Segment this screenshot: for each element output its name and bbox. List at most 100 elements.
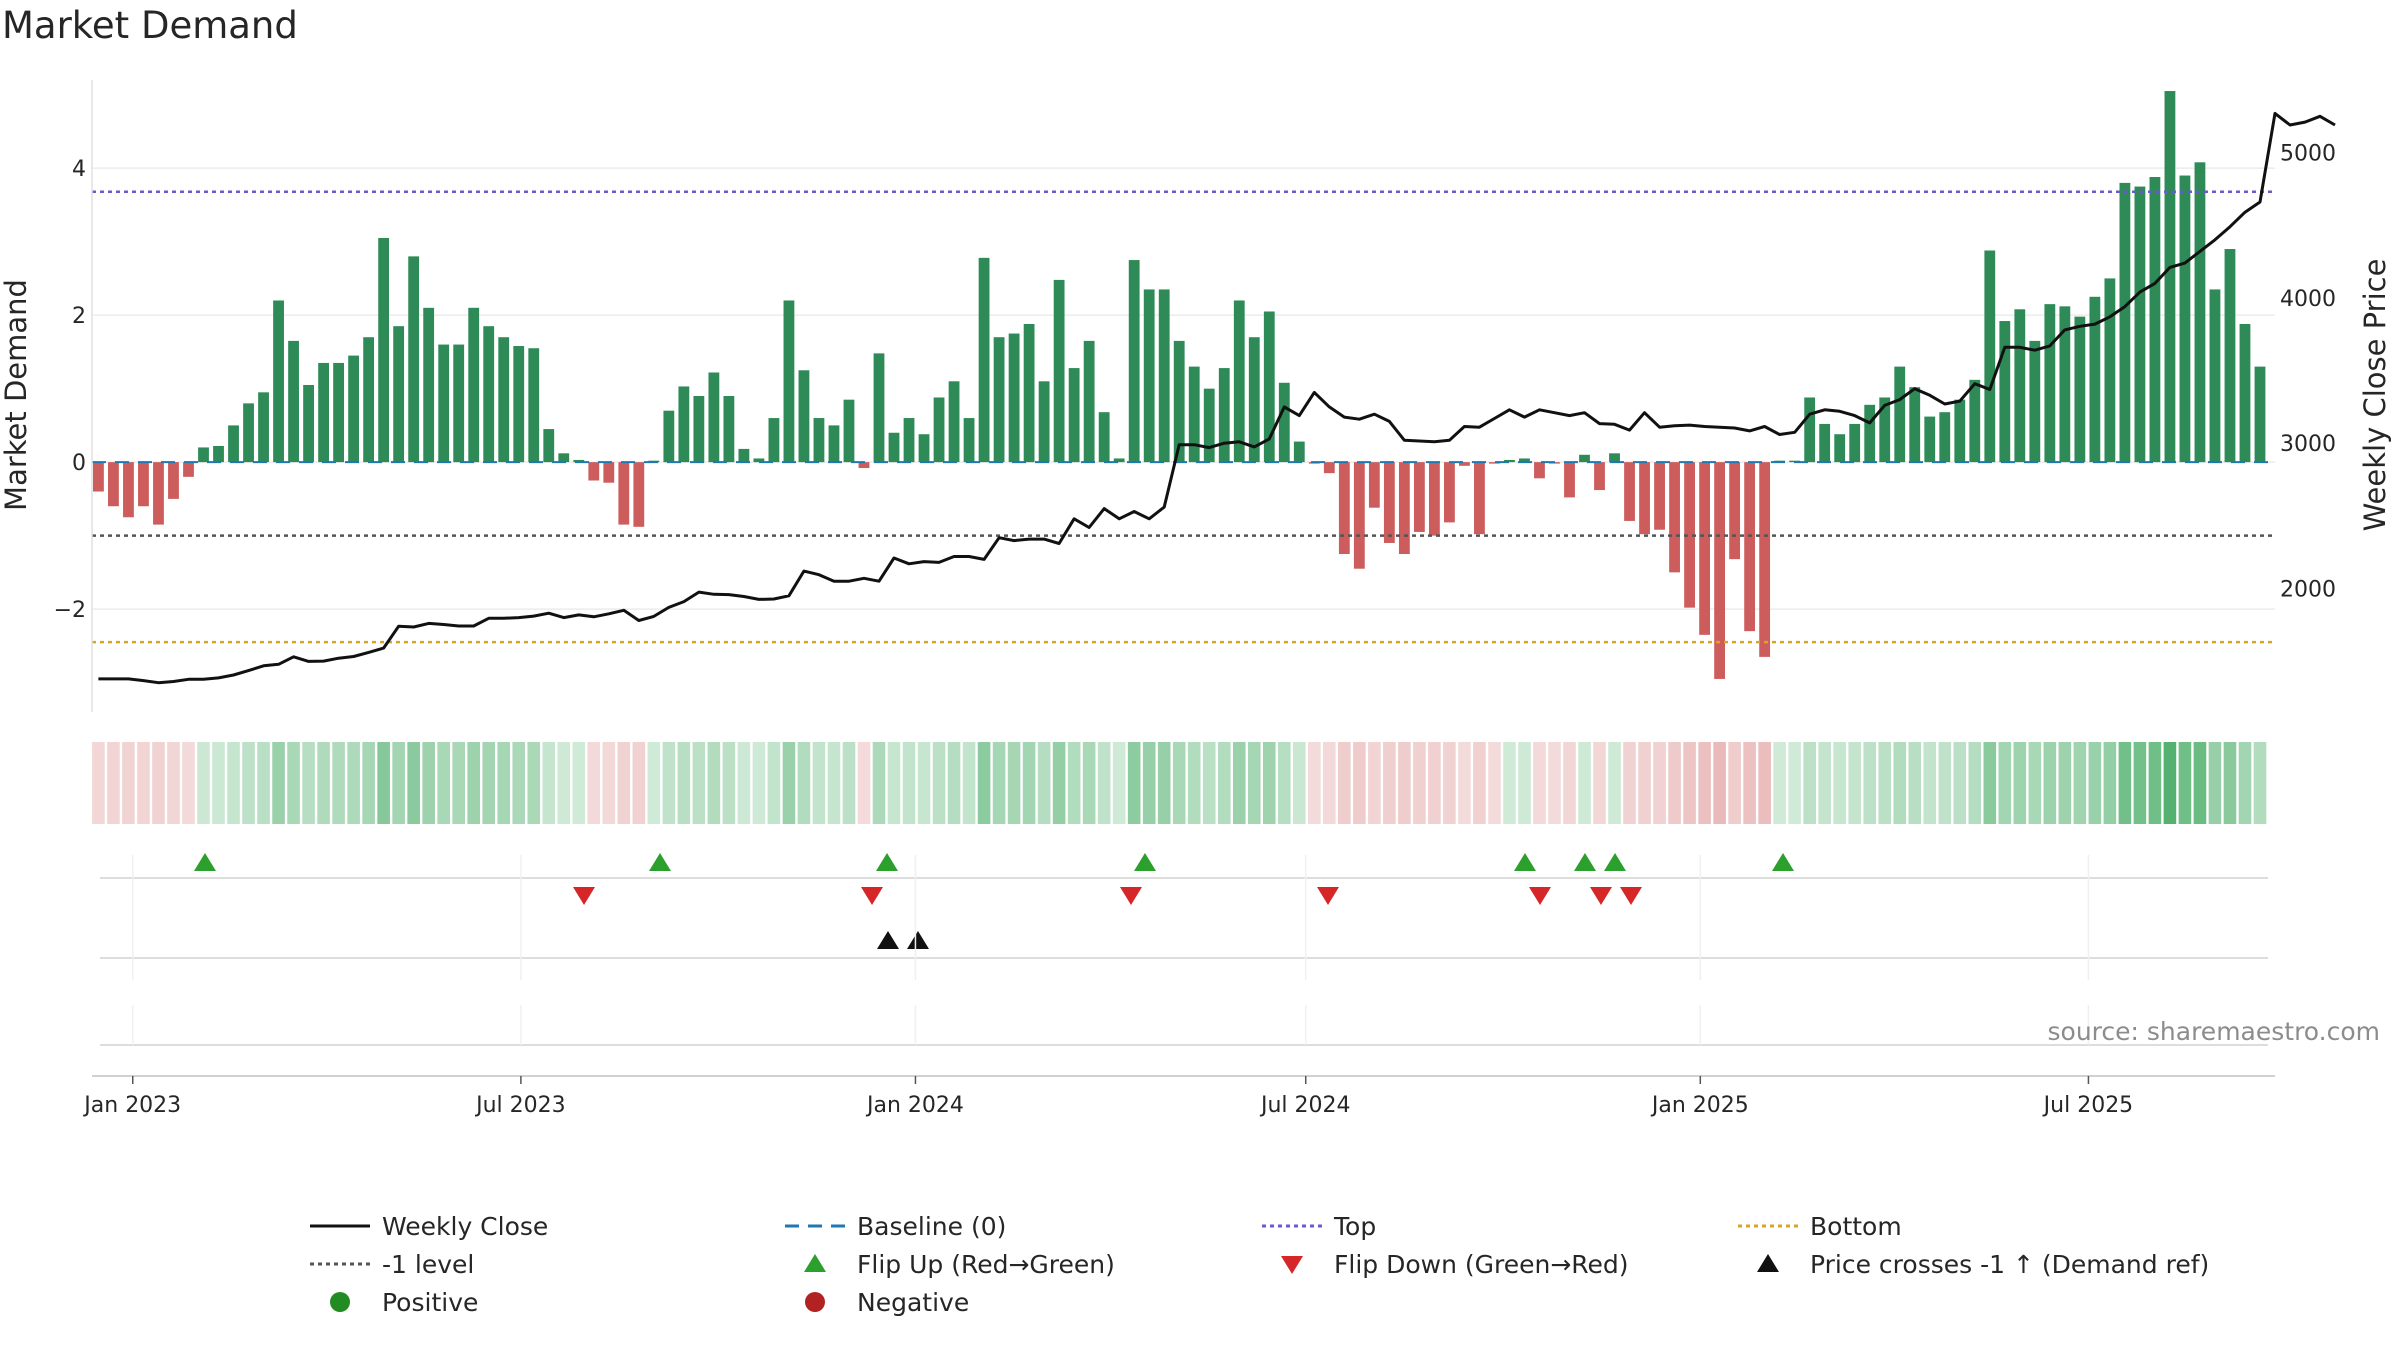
- heat-cell: [1788, 742, 1801, 824]
- x-tick-label: Jul 2023: [474, 1093, 566, 1118]
- flip-up-marker: [1514, 853, 1536, 871]
- demand-bar: [888, 432, 900, 463]
- heat-cell: [377, 742, 390, 824]
- demand-bar: [723, 396, 735, 463]
- heat-cell: [1818, 742, 1831, 824]
- heat-cell: [1187, 742, 1201, 824]
- demand-bar: [1143, 289, 1155, 463]
- legend-item: Weekly Close: [310, 1212, 548, 1241]
- demand-bar: [138, 462, 149, 507]
- demand-bar: [468, 307, 480, 463]
- demand-bar: [243, 403, 254, 463]
- heat-cell: [1172, 742, 1186, 824]
- demand-bar: [1684, 462, 1695, 608]
- demand-bar: [1999, 321, 2011, 463]
- heat-cell: [1893, 742, 1907, 824]
- flip-down-marker: [861, 887, 883, 905]
- demand-bar: [1729, 462, 1741, 560]
- heat-cell: [1202, 742, 1216, 824]
- demand-bar: [1924, 416, 1936, 463]
- heat-cell: [362, 742, 375, 824]
- demand-bar: [123, 462, 134, 518]
- flip-up-marker: [1574, 853, 1596, 871]
- heat-cell: [272, 742, 285, 824]
- weekly-close-line: [98, 111, 2336, 685]
- heat-cell: [1428, 742, 1441, 824]
- demand-bar: [2104, 278, 2116, 463]
- x-tick-label: Jul 2025: [2042, 1093, 2134, 1118]
- heat-cell: [647, 742, 661, 824]
- heat-cell: [152, 742, 165, 824]
- demand-bar: [933, 397, 945, 463]
- heat-cell: [1953, 742, 1967, 824]
- price-cross-marker: [907, 931, 929, 949]
- demand-bar: [1534, 462, 1545, 479]
- heat-cell: [1518, 742, 1531, 824]
- demand-bar: [1954, 399, 1966, 463]
- heat-cell: [2043, 742, 2057, 824]
- demand-bar: [1413, 462, 1425, 532]
- demand-bar: [2119, 182, 2131, 463]
- demand-bar: [558, 453, 570, 463]
- demand-bar: [528, 348, 540, 463]
- legend-label: Positive: [382, 1288, 478, 1317]
- heat-cell: [1623, 742, 1636, 824]
- demand-bar: [618, 462, 630, 525]
- heat-cell: [557, 742, 571, 824]
- demand-bar: [348, 355, 360, 463]
- heat-cell: [1052, 742, 1066, 824]
- heat-cell: [1698, 742, 1711, 824]
- x-tick-label: Jan 2025: [1650, 1093, 1749, 1118]
- demand-bar: [93, 462, 104, 492]
- heat-cell: [1863, 742, 1877, 824]
- demand-bar: [1383, 462, 1395, 543]
- demand-bar: [183, 462, 194, 477]
- demand-bar: [2149, 177, 2161, 463]
- heat-cell: [782, 742, 796, 824]
- x-tick-label: Jan 2024: [865, 1093, 964, 1118]
- heat-cell: [2253, 742, 2267, 824]
- heat-cell: [1533, 742, 1546, 824]
- demand-bar: [828, 425, 840, 463]
- heat-cell: [947, 742, 961, 824]
- heat-cell: [797, 742, 811, 824]
- demand-heat-strip: [92, 742, 2267, 824]
- heat-cell: [1998, 742, 2012, 824]
- heat-cell: [1488, 742, 1501, 824]
- legend-label: Flip Up (Red→Green): [857, 1250, 1115, 1279]
- demand-bar: [2194, 162, 2206, 463]
- heat-cell: [827, 742, 841, 824]
- flip-up-marker: [1604, 853, 1626, 871]
- demand-bar: [543, 429, 555, 463]
- demand-bar: [2239, 323, 2251, 463]
- y-axis-title: Market Demand: [0, 279, 33, 511]
- heat-cell: [1908, 742, 1922, 824]
- demand-bar: [258, 392, 269, 463]
- demand-bar: [738, 448, 750, 463]
- demand-bar: [1669, 462, 1680, 573]
- heat-cell: [1668, 742, 1681, 824]
- demand-bar: [1203, 388, 1215, 463]
- legend-label: Flip Down (Green→Red): [1334, 1250, 1629, 1279]
- heat-cell: [122, 742, 135, 824]
- heat-cell: [332, 742, 345, 824]
- demand-bar: [918, 434, 930, 463]
- heat-cell: [1833, 742, 1846, 824]
- heat-cell: [1368, 742, 1381, 824]
- price-cross-marker: [877, 931, 899, 949]
- demand-bar: [513, 346, 525, 463]
- heat-cell: [497, 742, 511, 824]
- heat-cell: [1503, 742, 1516, 824]
- heat-cell: [317, 742, 330, 824]
- heat-cell: [677, 742, 691, 824]
- demand-bar: [1173, 340, 1185, 463]
- heat-cell: [302, 742, 315, 824]
- demand-bar: [1459, 462, 1470, 466]
- heat-cell: [767, 742, 781, 824]
- demand-bar: [1338, 462, 1350, 554]
- heat-cell: [137, 742, 150, 824]
- heat-cell: [1923, 742, 1937, 824]
- demand-bar: [408, 256, 420, 463]
- demand-bar: [768, 418, 780, 463]
